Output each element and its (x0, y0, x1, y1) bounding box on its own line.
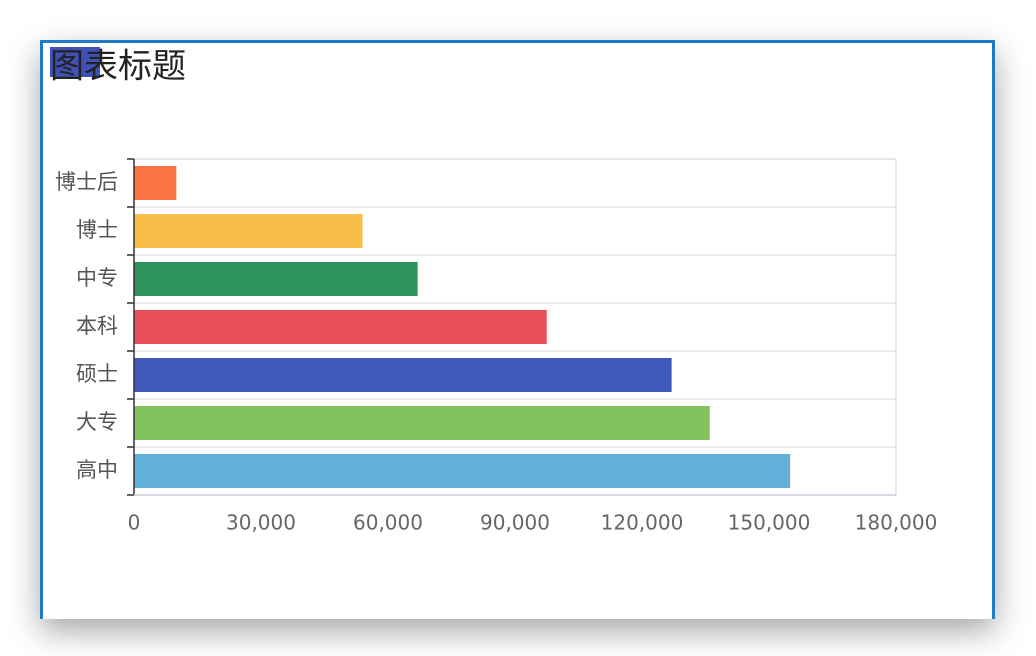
title-marker (50, 47, 100, 77)
y-tick-label: 博士后 (55, 170, 118, 194)
bar (134, 358, 672, 392)
y-tick-label: 高中 (76, 458, 118, 482)
x-tick-label: 150,000 (728, 511, 811, 535)
y-tick-label: 大专 (76, 410, 118, 434)
bar (134, 214, 363, 248)
bar (134, 454, 791, 488)
x-tick-label: 0 (128, 511, 141, 535)
x-tick-label: 60,000 (353, 511, 423, 535)
x-tick-label: 90,000 (480, 511, 550, 535)
chart-title: 图表标题 (50, 47, 186, 87)
y-tick-label: 本科 (76, 314, 118, 338)
bar (134, 310, 547, 344)
x-tick-label: 30,000 (226, 511, 296, 535)
bar (134, 406, 710, 440)
y-tick-label: 博士 (76, 218, 118, 242)
bar (134, 166, 177, 200)
y-tick-label: 中专 (76, 266, 118, 290)
x-tick-label: 180,000 (855, 511, 938, 535)
bar (134, 262, 418, 296)
x-tick-label: 120,000 (601, 511, 684, 535)
y-tick-label: 硕士 (76, 362, 118, 386)
